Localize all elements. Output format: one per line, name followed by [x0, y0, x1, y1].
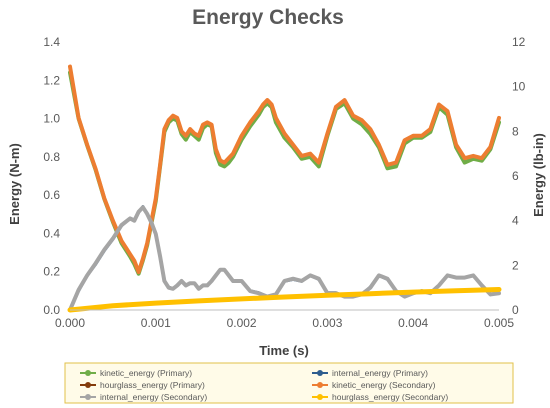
legend-label-kinetic-energy-primary: kinetic_energy (Primary) — [100, 368, 192, 378]
secondary-y-axis: 0 2 4 6 8 10 12 — [512, 35, 526, 317]
y-tick-label: 1.4 — [43, 35, 60, 49]
x-tick-label: 0.005 — [484, 316, 514, 330]
x-tick-label: 0.002 — [227, 316, 257, 330]
y-tick-label: 0.8 — [43, 150, 60, 164]
legend-label-hourglass-energy-primary: hourglass_energy (Primary) — [100, 380, 205, 390]
series-line-hourglass-energy-secondary — [67, 286, 502, 313]
y2-tick-label: 0 — [512, 303, 519, 317]
x-tick-label: 0.003 — [312, 316, 342, 330]
legend-label-internal-energy-primary: internal_energy (Primary) — [332, 368, 428, 378]
chart-title: Energy Checks — [192, 6, 344, 29]
y2-tick-label: 6 — [512, 169, 519, 183]
x-axis-title: Time (s) — [259, 343, 309, 358]
legend-marker-kinetic-energy-secondary — [317, 382, 323, 388]
x-tick-label: 0.004 — [398, 316, 428, 330]
y-tick-label: 0.4 — [43, 226, 60, 240]
y-axis-title: Energy (N-m) — [7, 143, 22, 225]
legend-marker-hourglass-energy-primary — [85, 382, 91, 388]
y2-tick-label: 12 — [512, 35, 526, 49]
legend-label-hourglass-energy-secondary: hourglass_energy (Secondary) — [332, 392, 448, 402]
y2-tick-label: 10 — [512, 80, 526, 94]
y-tick-label: 1.2 — [43, 73, 60, 87]
plot-area — [67, 64, 502, 313]
primary-y-axis: 0.0 0.2 0.4 0.6 0.8 1.0 1.2 1.4 — [43, 35, 60, 317]
x-tick-label: 0.000 — [55, 316, 85, 330]
legend-box — [64, 362, 514, 404]
x-tick-label: 0.001 — [141, 316, 171, 330]
legend-marker-hourglass-energy-secondary — [317, 394, 323, 400]
y2-tick-label: 2 — [512, 258, 519, 272]
legend-marker-internal-energy-primary — [317, 370, 323, 376]
y2-tick-label: 8 — [512, 124, 519, 138]
series-line-internal-energy-secondary — [68, 205, 501, 312]
y-tick-label: 0.6 — [43, 188, 60, 202]
x-axis: 0.000 0.001 0.002 0.003 0.004 0.005 — [55, 309, 514, 330]
series-line-kinetic-energy-primary — [68, 70, 501, 276]
legend-marker-internal-energy-secondary — [85, 394, 91, 400]
y-tick-label: 0.2 — [43, 265, 60, 279]
y2-axis-title: Energy (lb-in) — [531, 133, 546, 217]
legend-label-internal-energy-secondary: internal_energy (Secondary) — [100, 392, 207, 402]
y-tick-label: 0.0 — [43, 303, 60, 317]
y2-tick-label: 4 — [512, 214, 519, 228]
legend-label-kinetic-energy-secondary: kinetic_energy (Secondary) — [332, 380, 436, 390]
y-tick-label: 1.0 — [43, 112, 60, 126]
legend: kinetic_energy (Primary) internal_energy … — [80, 368, 448, 402]
legend-marker-kinetic-energy-primary — [85, 370, 91, 376]
series-line-kinetic-energy-secondary — [68, 64, 501, 275]
